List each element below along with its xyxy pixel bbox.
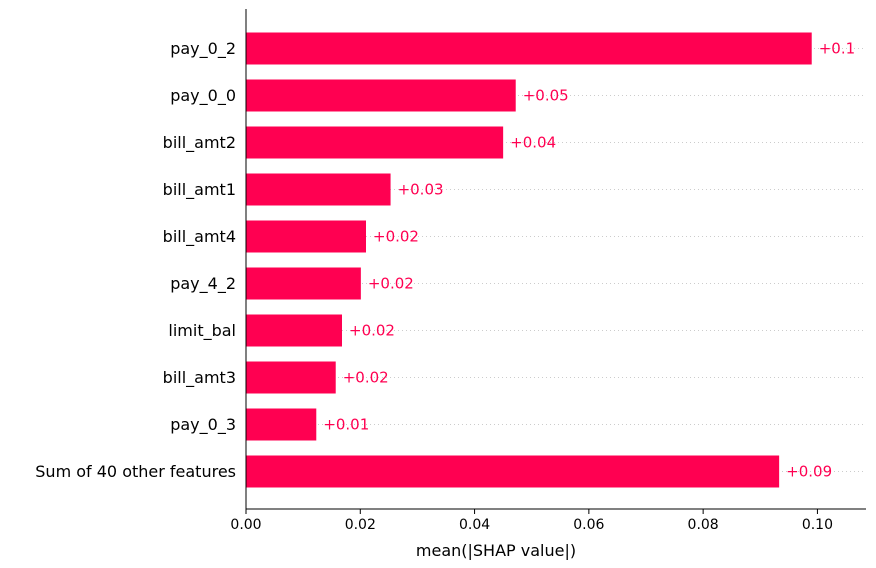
bar <box>246 314 342 347</box>
bars-group <box>246 32 812 488</box>
value-label: +0.03 <box>398 181 444 199</box>
x-tick-label: 0.00 <box>230 517 261 533</box>
x-tick-label: 0.10 <box>802 517 833 533</box>
value-label: +0.05 <box>523 87 569 105</box>
category-label: bill_amt1 <box>163 180 236 200</box>
value-label: +0.02 <box>349 322 395 340</box>
category-label: pay_0_2 <box>170 39 236 59</box>
value-label: +0.02 <box>368 275 414 293</box>
x-tick-label: 0.02 <box>345 517 376 533</box>
category-labels-group: pay_0_2 pay_0_0 bill_amt2 bill_amt1 bill_amt… <box>35 39 236 481</box>
category-label: Sum of 40 other features <box>35 462 236 481</box>
category-label: limit_bal <box>168 321 236 341</box>
bar <box>246 32 812 65</box>
row-gridlines <box>246 48 866 472</box>
x-axis-title: mean(|SHAP value|) <box>416 541 576 560</box>
bar <box>246 126 504 159</box>
bar <box>246 455 780 488</box>
value-label: +0.02 <box>343 369 389 387</box>
x-tick-label: 0.06 <box>573 517 604 533</box>
value-label: +0.09 <box>786 463 832 481</box>
category-label: bill_amt3 <box>163 368 236 388</box>
bar <box>246 361 336 394</box>
x-ticks-group: 0.00 0.02 0.04 0.06 0.08 0.10 <box>230 509 833 533</box>
value-label: +0.1 <box>819 40 855 58</box>
bar <box>246 173 391 206</box>
x-tick-label: 0.04 <box>459 517 490 533</box>
category-label: bill_amt4 <box>163 227 236 247</box>
bar <box>246 79 516 112</box>
bar <box>246 267 361 300</box>
x-tick-label: 0.08 <box>688 517 719 533</box>
value-label: +0.04 <box>510 134 556 152</box>
category-label: pay_4_2 <box>170 274 236 294</box>
value-label: +0.02 <box>373 228 419 246</box>
category-label: bill_amt2 <box>163 133 236 153</box>
category-label: pay_0_3 <box>170 415 236 435</box>
category-label: pay_0_0 <box>170 86 236 106</box>
bar <box>246 220 366 253</box>
value-labels-group: +0.1 +0.05 +0.04 +0.03 +0.02 +0.02 +0.02 +0.02 +… <box>323 40 855 481</box>
bar <box>246 408 317 441</box>
value-label: +0.01 <box>323 416 369 434</box>
